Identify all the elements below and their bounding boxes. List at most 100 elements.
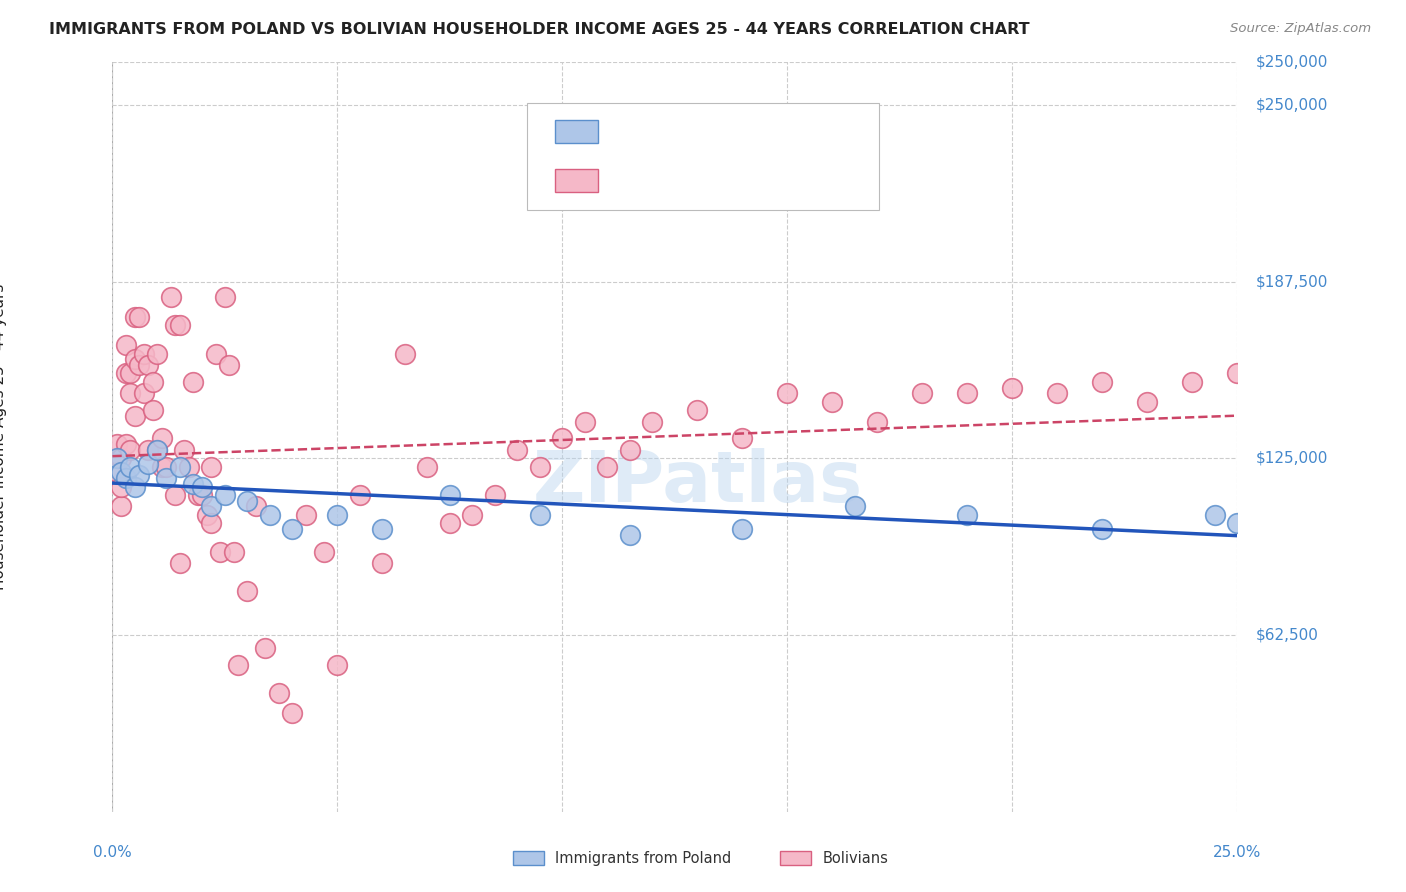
- Point: [209, 544, 232, 558]
- Point: [529, 459, 551, 474]
- Text: 0.0%: 0.0%: [93, 846, 132, 861]
- Point: [1136, 394, 1159, 409]
- Point: [124, 352, 146, 367]
- Point: [254, 640, 277, 655]
- Point: [461, 508, 484, 522]
- Point: [146, 442, 169, 457]
- Point: [911, 386, 934, 401]
- Point: [349, 488, 371, 502]
- Point: [120, 459, 142, 474]
- Point: [844, 500, 866, 514]
- Text: Householder Income Ages 25 - 44 years: Householder Income Ages 25 - 44 years: [0, 284, 7, 591]
- Point: [155, 471, 177, 485]
- Point: [115, 471, 138, 485]
- Point: [165, 488, 187, 502]
- Text: R = -0.511   N = 28: R = -0.511 N = 28: [614, 122, 792, 141]
- Point: [394, 346, 416, 360]
- Point: [686, 403, 709, 417]
- Point: [1181, 375, 1204, 389]
- Point: [115, 338, 138, 352]
- Point: [120, 386, 142, 401]
- Point: [596, 459, 619, 474]
- Point: [641, 415, 664, 429]
- Point: [619, 442, 641, 457]
- Text: Source: ZipAtlas.com: Source: ZipAtlas.com: [1230, 22, 1371, 36]
- Point: [120, 367, 142, 381]
- Point: [281, 706, 304, 720]
- Point: [165, 318, 187, 333]
- Point: [295, 508, 318, 522]
- Point: [205, 346, 228, 360]
- Text: $187,500: $187,500: [1256, 274, 1327, 289]
- Point: [439, 516, 461, 531]
- Point: [245, 500, 267, 514]
- Point: [146, 442, 169, 457]
- Point: [956, 386, 979, 401]
- Text: $250,000: $250,000: [1256, 55, 1327, 70]
- Point: [120, 442, 142, 457]
- Point: [191, 479, 214, 493]
- Point: [105, 451, 128, 466]
- Point: [259, 508, 281, 522]
- Point: [132, 386, 155, 401]
- Point: [150, 459, 173, 474]
- Point: [821, 394, 844, 409]
- Point: [267, 686, 290, 700]
- Point: [132, 346, 155, 360]
- Point: [115, 437, 138, 451]
- Point: [110, 479, 132, 493]
- Text: Bolivians: Bolivians: [823, 851, 889, 865]
- Point: [110, 500, 132, 514]
- Point: [169, 318, 191, 333]
- Point: [173, 442, 195, 457]
- Text: IMMIGRANTS FROM POLAND VS BOLIVIAN HOUSEHOLDER INCOME AGES 25 - 44 YEARS CORRELA: IMMIGRANTS FROM POLAND VS BOLIVIAN HOUSE…: [49, 22, 1029, 37]
- Text: $125,000: $125,000: [1256, 450, 1327, 466]
- Point: [222, 544, 245, 558]
- Point: [200, 459, 222, 474]
- Point: [183, 476, 205, 491]
- Point: [110, 466, 132, 480]
- Point: [155, 459, 177, 474]
- Text: ZIPatlas: ZIPatlas: [533, 448, 862, 516]
- Text: $250,000: $250,000: [1256, 97, 1327, 112]
- Point: [551, 432, 574, 446]
- Point: [115, 367, 138, 381]
- Point: [214, 488, 236, 502]
- Point: [142, 403, 165, 417]
- Point: [506, 442, 529, 457]
- Point: [146, 346, 169, 360]
- Point: [529, 508, 551, 522]
- Point: [866, 415, 889, 429]
- Point: [574, 415, 596, 429]
- Point: [731, 432, 754, 446]
- Point: [1204, 508, 1226, 522]
- Point: [731, 522, 754, 536]
- Point: [236, 584, 259, 599]
- Text: R = 0.099   N = 81: R = 0.099 N = 81: [614, 171, 785, 190]
- Point: [214, 290, 236, 304]
- Point: [124, 310, 146, 324]
- Point: [371, 556, 394, 570]
- Point: [1226, 367, 1249, 381]
- Point: [105, 437, 128, 451]
- Point: [956, 508, 979, 522]
- Text: $62,500: $62,500: [1256, 627, 1319, 642]
- Point: [160, 290, 183, 304]
- Point: [105, 466, 128, 480]
- Point: [1001, 381, 1024, 395]
- Point: [128, 358, 150, 372]
- Point: [200, 516, 222, 531]
- Point: [439, 488, 461, 502]
- Point: [177, 459, 200, 474]
- Point: [128, 468, 150, 483]
- Point: [191, 488, 214, 502]
- Text: 25.0%: 25.0%: [1213, 846, 1261, 861]
- Point: [110, 451, 132, 466]
- Point: [124, 409, 146, 423]
- Point: [1091, 375, 1114, 389]
- Point: [138, 358, 160, 372]
- Point: [1091, 522, 1114, 536]
- Point: [218, 358, 240, 372]
- Point: [326, 657, 349, 672]
- Point: [228, 657, 250, 672]
